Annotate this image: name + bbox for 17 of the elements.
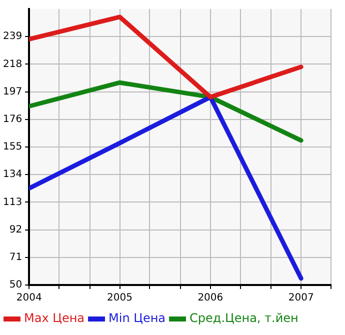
legend-label: Сред.Цена, т.йен xyxy=(190,311,298,326)
y-tick-label: 50 xyxy=(9,280,22,291)
x-tick-label: 2005 xyxy=(107,292,132,304)
x-tick-label: 2006 xyxy=(198,292,224,304)
y-tick-label: 176 xyxy=(2,114,22,125)
y-tick-label: 218 xyxy=(2,58,22,70)
y-tick-label: 71 xyxy=(9,252,22,263)
x-tick-label: 2004 xyxy=(16,292,42,304)
y-tick-label: 155 xyxy=(2,142,22,153)
y-tick-label: 113 xyxy=(2,196,22,208)
y-tick-label: 134 xyxy=(2,169,22,180)
x-tick-label: 2007 xyxy=(288,292,314,304)
legend-label: Max Цена xyxy=(24,311,85,326)
y-tick-label: 239 xyxy=(2,31,22,42)
legend-label: Min Цена xyxy=(108,311,166,326)
y-tick-label: 197 xyxy=(2,86,22,98)
y-tick-label: 92 xyxy=(9,224,22,236)
